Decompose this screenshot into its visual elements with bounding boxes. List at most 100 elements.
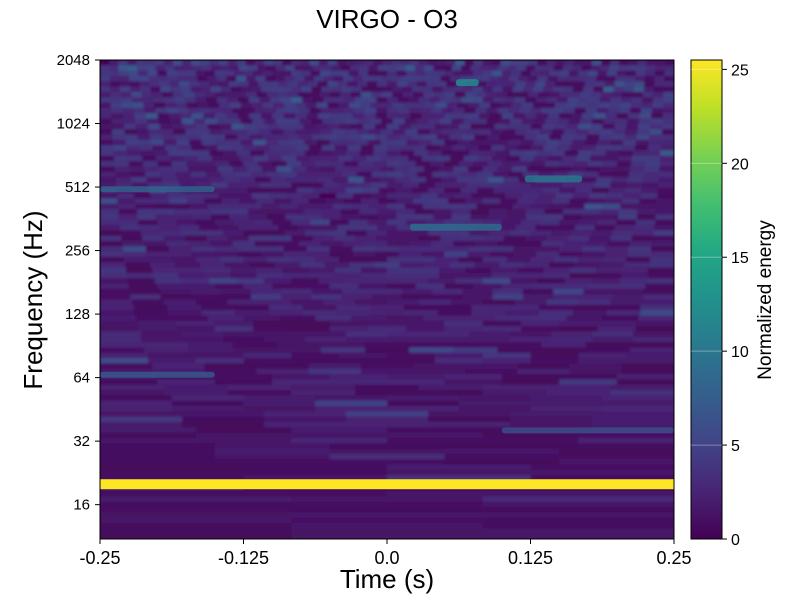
texture-cell (387, 395, 460, 402)
texture-cell (530, 395, 603, 402)
texture-cell (444, 459, 560, 466)
texture-cell (406, 139, 420, 146)
texture-cell (616, 283, 646, 290)
texture-cell (131, 299, 165, 306)
texture-cell (359, 209, 379, 215)
texture-cell (237, 113, 250, 120)
texture-cell (403, 102, 415, 109)
texture-cell (284, 102, 296, 109)
texture-cell (519, 107, 532, 114)
texture-cell (582, 113, 595, 120)
texture-cell (517, 145, 532, 152)
texture-cell (249, 262, 276, 269)
texture-cell (387, 81, 398, 88)
texture-cell (501, 374, 560, 380)
texture-cell (457, 139, 471, 146)
texture-cell (206, 235, 229, 242)
texture-cell (453, 166, 469, 173)
texture-cell (441, 177, 458, 184)
texture-cell (329, 161, 345, 168)
texture-cell (110, 91, 122, 98)
texture-cell (544, 161, 560, 168)
texture-cell (430, 161, 445, 168)
texture-cell (279, 203, 298, 210)
texture-cell (162, 91, 174, 98)
texture-cell (387, 336, 429, 343)
texture-cell (138, 75, 150, 82)
texture-cell (223, 336, 265, 343)
texture-cell (162, 134, 176, 141)
texture-cell (664, 70, 674, 77)
texture-cell (268, 193, 287, 199)
texture-cell (170, 155, 185, 162)
texture-cell (348, 177, 365, 184)
texture-cell (119, 75, 130, 82)
texture-cell (522, 86, 534, 93)
texture-cell (408, 97, 420, 104)
texture-cell (136, 60, 147, 66)
texture-cell (319, 129, 333, 136)
texture-cell (283, 246, 308, 253)
texture-cell (321, 86, 333, 93)
texture-cell (584, 81, 596, 88)
texture-cell (471, 193, 489, 199)
texture-cell (651, 113, 664, 120)
texture-cell (214, 374, 273, 380)
texture-cell (407, 230, 429, 237)
texture-cell (646, 65, 657, 72)
texture-cell (192, 214, 212, 221)
texture-cell (243, 230, 265, 237)
texture-cell (243, 123, 257, 130)
texture-cell (234, 129, 248, 136)
texture-cell (537, 60, 548, 66)
texture-cell (562, 214, 583, 221)
texture-cell (377, 65, 388, 72)
texture-cell (501, 161, 517, 168)
texture-cell (100, 453, 216, 460)
texture-cell (364, 113, 377, 120)
texture-cell (398, 251, 423, 258)
texture-cell (510, 150, 525, 157)
texture-cell (478, 145, 492, 152)
texture-cell (324, 262, 351, 269)
texture-cell (273, 60, 283, 66)
texture-cell (266, 171, 282, 178)
texture-cell (291, 389, 356, 396)
texture-cell (559, 374, 618, 380)
texture-cell (530, 315, 567, 322)
texture-cell (590, 123, 603, 130)
texture-cell (482, 299, 516, 306)
texture-cell (567, 97, 579, 104)
texture-cell (482, 235, 505, 242)
texture-cell (552, 198, 571, 205)
texture-cell (586, 134, 600, 141)
texture-cell (615, 118, 628, 125)
texture-cell (418, 60, 429, 66)
texture-cell (491, 267, 519, 274)
texture-cell (638, 123, 651, 130)
colorbar-tick-label: 20 (731, 156, 749, 173)
texture-cell (291, 528, 484, 535)
texture-cell (387, 70, 398, 77)
texture-cell (387, 475, 532, 482)
texture-cell (327, 81, 339, 88)
texture-cell (638, 203, 657, 210)
texture-cell (332, 129, 345, 136)
texture-cell (143, 161, 158, 168)
texture-cell (336, 304, 371, 311)
texture-cell (258, 224, 279, 231)
texture-cell (621, 91, 633, 98)
texture-cell (277, 150, 292, 157)
y-axis-label: Frequency (Hz) (18, 210, 48, 389)
texture-cell (195, 182, 213, 189)
texture-cell (219, 102, 231, 109)
texture-cell (301, 177, 318, 184)
texture-cell (366, 230, 388, 237)
texture-cell (602, 395, 674, 402)
texture-cell (154, 60, 165, 66)
texture-cell (520, 155, 535, 162)
texture-cell (303, 123, 316, 130)
texture-cell (497, 166, 513, 173)
texture-cell (418, 235, 441, 242)
texture-cell (387, 134, 401, 141)
